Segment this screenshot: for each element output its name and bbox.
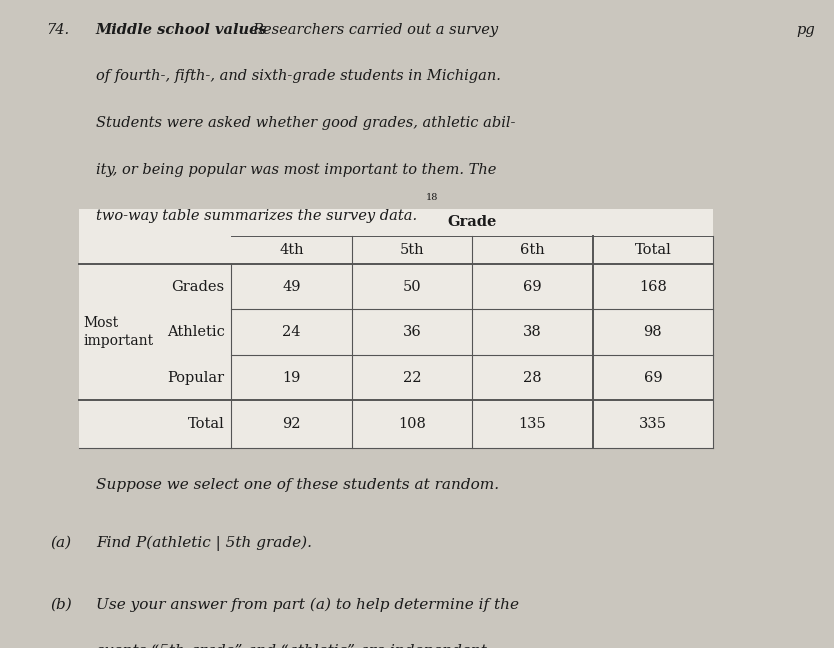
FancyBboxPatch shape xyxy=(79,209,713,448)
Text: 74.: 74. xyxy=(46,23,69,37)
Text: pg: pg xyxy=(796,23,815,37)
Text: (a): (a) xyxy=(50,536,71,550)
Text: 5th: 5th xyxy=(399,243,425,257)
Text: ity, or being popular was most important to them. The: ity, or being popular was most important… xyxy=(96,163,496,177)
Text: 92: 92 xyxy=(283,417,301,432)
Text: Students were asked whether good grades, athletic abil-: Students were asked whether good grades,… xyxy=(96,116,515,130)
Text: 108: 108 xyxy=(398,417,426,432)
Text: 335: 335 xyxy=(639,417,667,432)
Text: 18: 18 xyxy=(425,193,438,202)
Text: two-way table summarizes the survey data.: two-way table summarizes the survey data… xyxy=(96,209,417,224)
Text: events “5th grade” and “athletic” are independent.: events “5th grade” and “athletic” are in… xyxy=(96,644,492,648)
Text: Suppose we select one of these students at random.: Suppose we select one of these students … xyxy=(96,478,499,492)
Text: 98: 98 xyxy=(644,325,662,339)
Text: Grades: Grades xyxy=(172,279,224,294)
Text: Total: Total xyxy=(635,243,671,257)
Text: Use your answer from part (a) to help determine if the: Use your answer from part (a) to help de… xyxy=(96,597,519,612)
Text: Most
important: Most important xyxy=(83,316,153,349)
Text: 69: 69 xyxy=(523,279,542,294)
Text: Grade: Grade xyxy=(448,215,497,229)
Text: 69: 69 xyxy=(644,371,662,385)
Text: 24: 24 xyxy=(283,325,301,339)
Text: 4th: 4th xyxy=(279,243,304,257)
Text: 28: 28 xyxy=(523,371,542,385)
Text: Find P(athletic | 5th grade).: Find P(athletic | 5th grade). xyxy=(96,536,312,551)
Text: of fourth-, fifth-, and sixth-grade students in Michigan.: of fourth-, fifth-, and sixth-grade stud… xyxy=(96,69,500,84)
Text: 49: 49 xyxy=(283,279,301,294)
Text: 6th: 6th xyxy=(520,243,545,257)
Text: 22: 22 xyxy=(403,371,421,385)
Text: (b): (b) xyxy=(50,597,72,612)
Text: Popular: Popular xyxy=(168,371,224,385)
Text: 19: 19 xyxy=(283,371,301,385)
Text: 135: 135 xyxy=(519,417,546,432)
Text: Researchers carried out a survey: Researchers carried out a survey xyxy=(253,23,499,37)
Text: 38: 38 xyxy=(523,325,542,339)
Text: Athletic: Athletic xyxy=(167,325,224,339)
Text: 168: 168 xyxy=(639,279,667,294)
Text: Total: Total xyxy=(188,417,224,432)
Text: Middle school values: Middle school values xyxy=(96,23,273,37)
Text: 36: 36 xyxy=(403,325,421,339)
Text: 50: 50 xyxy=(403,279,421,294)
